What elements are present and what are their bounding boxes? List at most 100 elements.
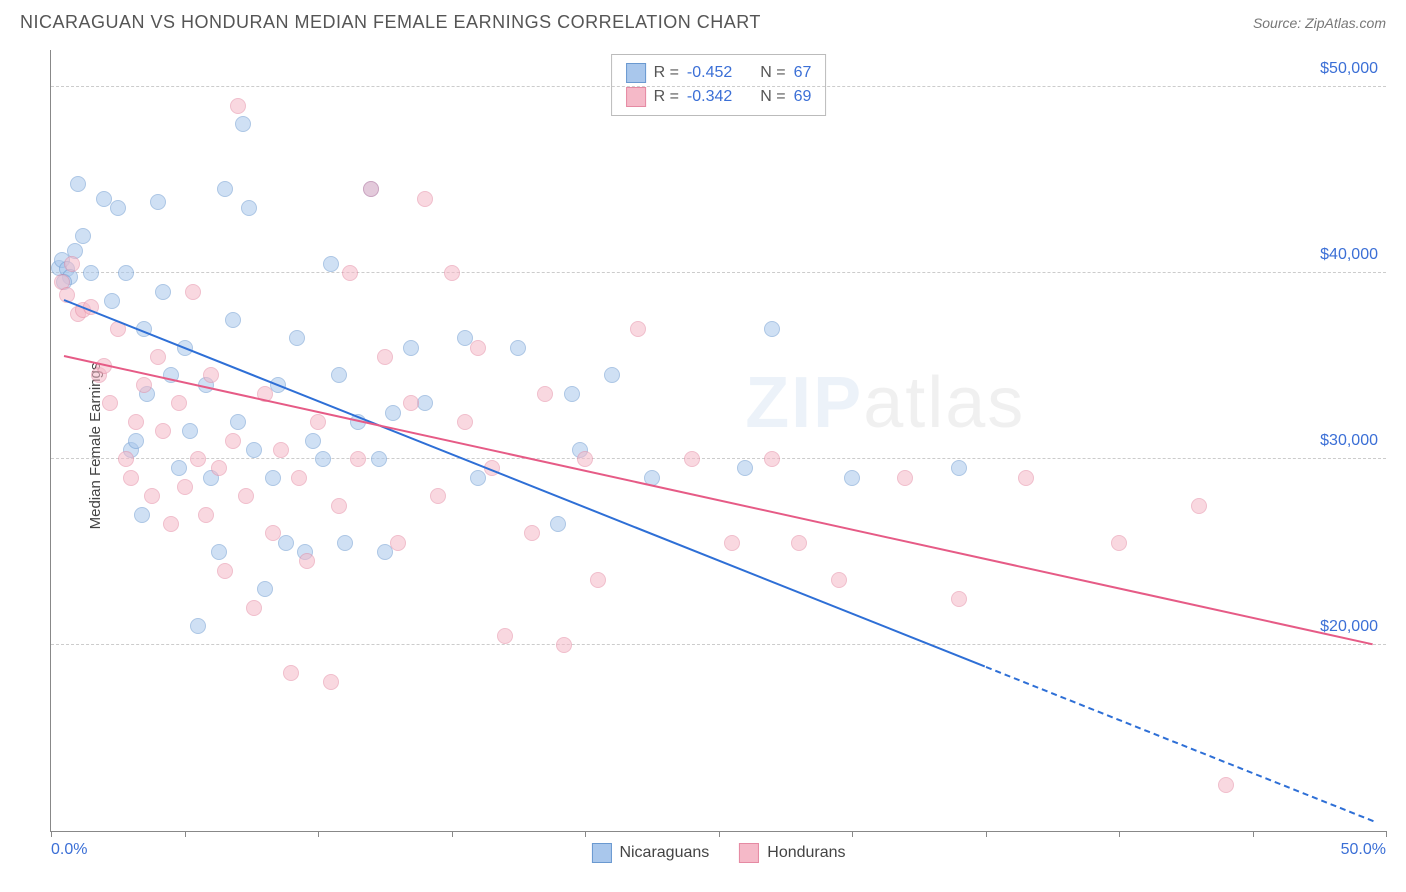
legend-r-label: R = <box>654 64 679 82</box>
data-point <box>123 470 139 486</box>
data-point <box>1191 498 1207 514</box>
data-point <box>217 181 233 197</box>
x-tick-mark <box>719 831 720 837</box>
data-point <box>371 451 387 467</box>
data-point <box>590 572 606 588</box>
legend-item: Hondurans <box>739 843 845 863</box>
data-point <box>118 451 134 467</box>
watermark-atlas: atlas <box>863 363 1025 443</box>
data-point <box>310 414 326 430</box>
data-point <box>350 451 366 467</box>
data-point <box>737 460 753 476</box>
legend-n-value: 69 <box>794 88 812 106</box>
data-point <box>144 488 160 504</box>
source-label: Source: ZipAtlas.com <box>1253 15 1386 31</box>
data-point <box>246 600 262 616</box>
x-tick-mark <box>585 831 586 837</box>
data-point <box>377 349 393 365</box>
data-point <box>235 116 251 132</box>
data-point <box>75 228 91 244</box>
data-point <box>403 395 419 411</box>
legend-r-value: -0.452 <box>687 64 732 82</box>
watermark: ZIPatlas <box>745 362 1025 444</box>
x-tick-mark <box>852 831 853 837</box>
data-point <box>211 544 227 560</box>
legend-item: Nicaraguans <box>591 843 709 863</box>
data-point <box>283 665 299 681</box>
data-point <box>289 330 305 346</box>
trend-line <box>985 666 1373 822</box>
data-point <box>64 256 80 272</box>
data-point <box>203 367 219 383</box>
data-point <box>363 181 379 197</box>
x-tick-mark <box>185 831 186 837</box>
data-point <box>331 367 347 383</box>
legend-swatch <box>591 843 611 863</box>
data-point <box>331 498 347 514</box>
legend-n-value: 67 <box>794 64 812 82</box>
chart-title: NICARAGUAN VS HONDURAN MEDIAN FEMALE EAR… <box>20 12 761 33</box>
legend-n-label: N = <box>760 64 785 82</box>
trend-line <box>64 355 1373 645</box>
data-point <box>70 176 86 192</box>
data-point <box>155 423 171 439</box>
x-tick-mark <box>1386 831 1387 837</box>
legend-swatch <box>626 87 646 107</box>
gridline <box>51 644 1386 645</box>
data-point <box>118 265 134 281</box>
data-point <box>831 572 847 588</box>
data-point <box>337 535 353 551</box>
watermark-zip: ZIP <box>745 363 863 443</box>
data-point <box>385 405 401 421</box>
data-point <box>951 591 967 607</box>
data-point <box>315 451 331 467</box>
data-point <box>342 265 358 281</box>
data-point <box>225 433 241 449</box>
data-point <box>182 423 198 439</box>
x-tick-mark <box>51 831 52 837</box>
data-point <box>510 340 526 356</box>
data-point <box>457 414 473 430</box>
data-point <box>630 321 646 337</box>
data-point <box>470 340 486 356</box>
data-point <box>102 395 118 411</box>
legend-r-value: -0.342 <box>687 88 732 106</box>
y-tick-label: $50,000 <box>1320 60 1378 78</box>
data-point <box>150 194 166 210</box>
data-point <box>299 553 315 569</box>
data-point <box>238 488 254 504</box>
data-point <box>1111 535 1127 551</box>
data-point <box>444 265 460 281</box>
data-point <box>390 535 406 551</box>
x-axis-max-label: 50.0% <box>1341 841 1386 859</box>
x-tick-mark <box>1119 831 1120 837</box>
data-point <box>230 98 246 114</box>
y-tick-label: $40,000 <box>1320 246 1378 264</box>
data-point <box>430 488 446 504</box>
data-point <box>550 516 566 532</box>
data-point <box>83 265 99 281</box>
data-point <box>163 516 179 532</box>
data-point <box>537 386 553 402</box>
legend-swatch <box>626 63 646 83</box>
data-point <box>257 581 273 597</box>
data-point <box>177 479 193 495</box>
data-point <box>791 535 807 551</box>
x-tick-mark <box>452 831 453 837</box>
data-point <box>128 414 144 430</box>
data-point <box>104 293 120 309</box>
data-point <box>323 674 339 690</box>
legend-row: R =-0.342N =69 <box>626 85 812 109</box>
data-point <box>225 312 241 328</box>
series-legend: Nicaraguans Hondurans <box>591 843 845 863</box>
data-point <box>217 563 233 579</box>
data-point <box>190 451 206 467</box>
legend-series-name: Hondurans <box>767 844 845 862</box>
data-point <box>305 433 321 449</box>
data-point <box>190 618 206 634</box>
data-point <box>604 367 620 383</box>
data-point <box>577 451 593 467</box>
gridline <box>51 458 1386 459</box>
data-point <box>230 414 246 430</box>
data-point <box>150 349 166 365</box>
